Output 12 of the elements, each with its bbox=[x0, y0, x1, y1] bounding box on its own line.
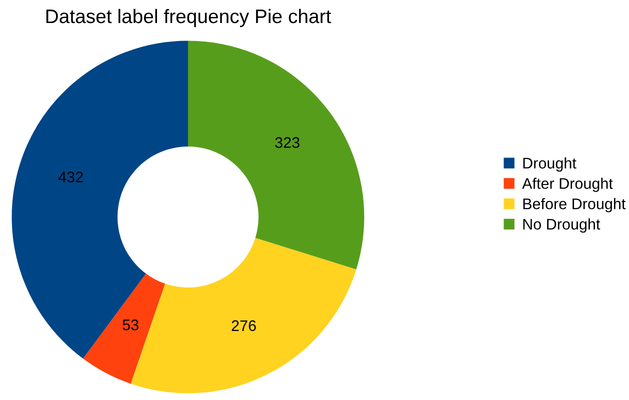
donut-slice bbox=[83, 274, 166, 384]
chart-title: Dataset label frequency Pie chart bbox=[46, 8, 332, 28]
legend-label: No Drought bbox=[523, 218, 600, 233]
legend-label: After Drought bbox=[522, 178, 613, 192]
donut-slice bbox=[188, 40, 364, 270]
legend-label: Drought bbox=[523, 157, 576, 172]
data-label: 276 bbox=[232, 320, 256, 332]
data-label: 323 bbox=[275, 137, 300, 148]
data-label: 432 bbox=[58, 172, 83, 182]
data-label: 53 bbox=[122, 319, 138, 330]
donut-slice bbox=[12, 40, 188, 359]
legend-label: Before Drought bbox=[523, 198, 626, 212]
